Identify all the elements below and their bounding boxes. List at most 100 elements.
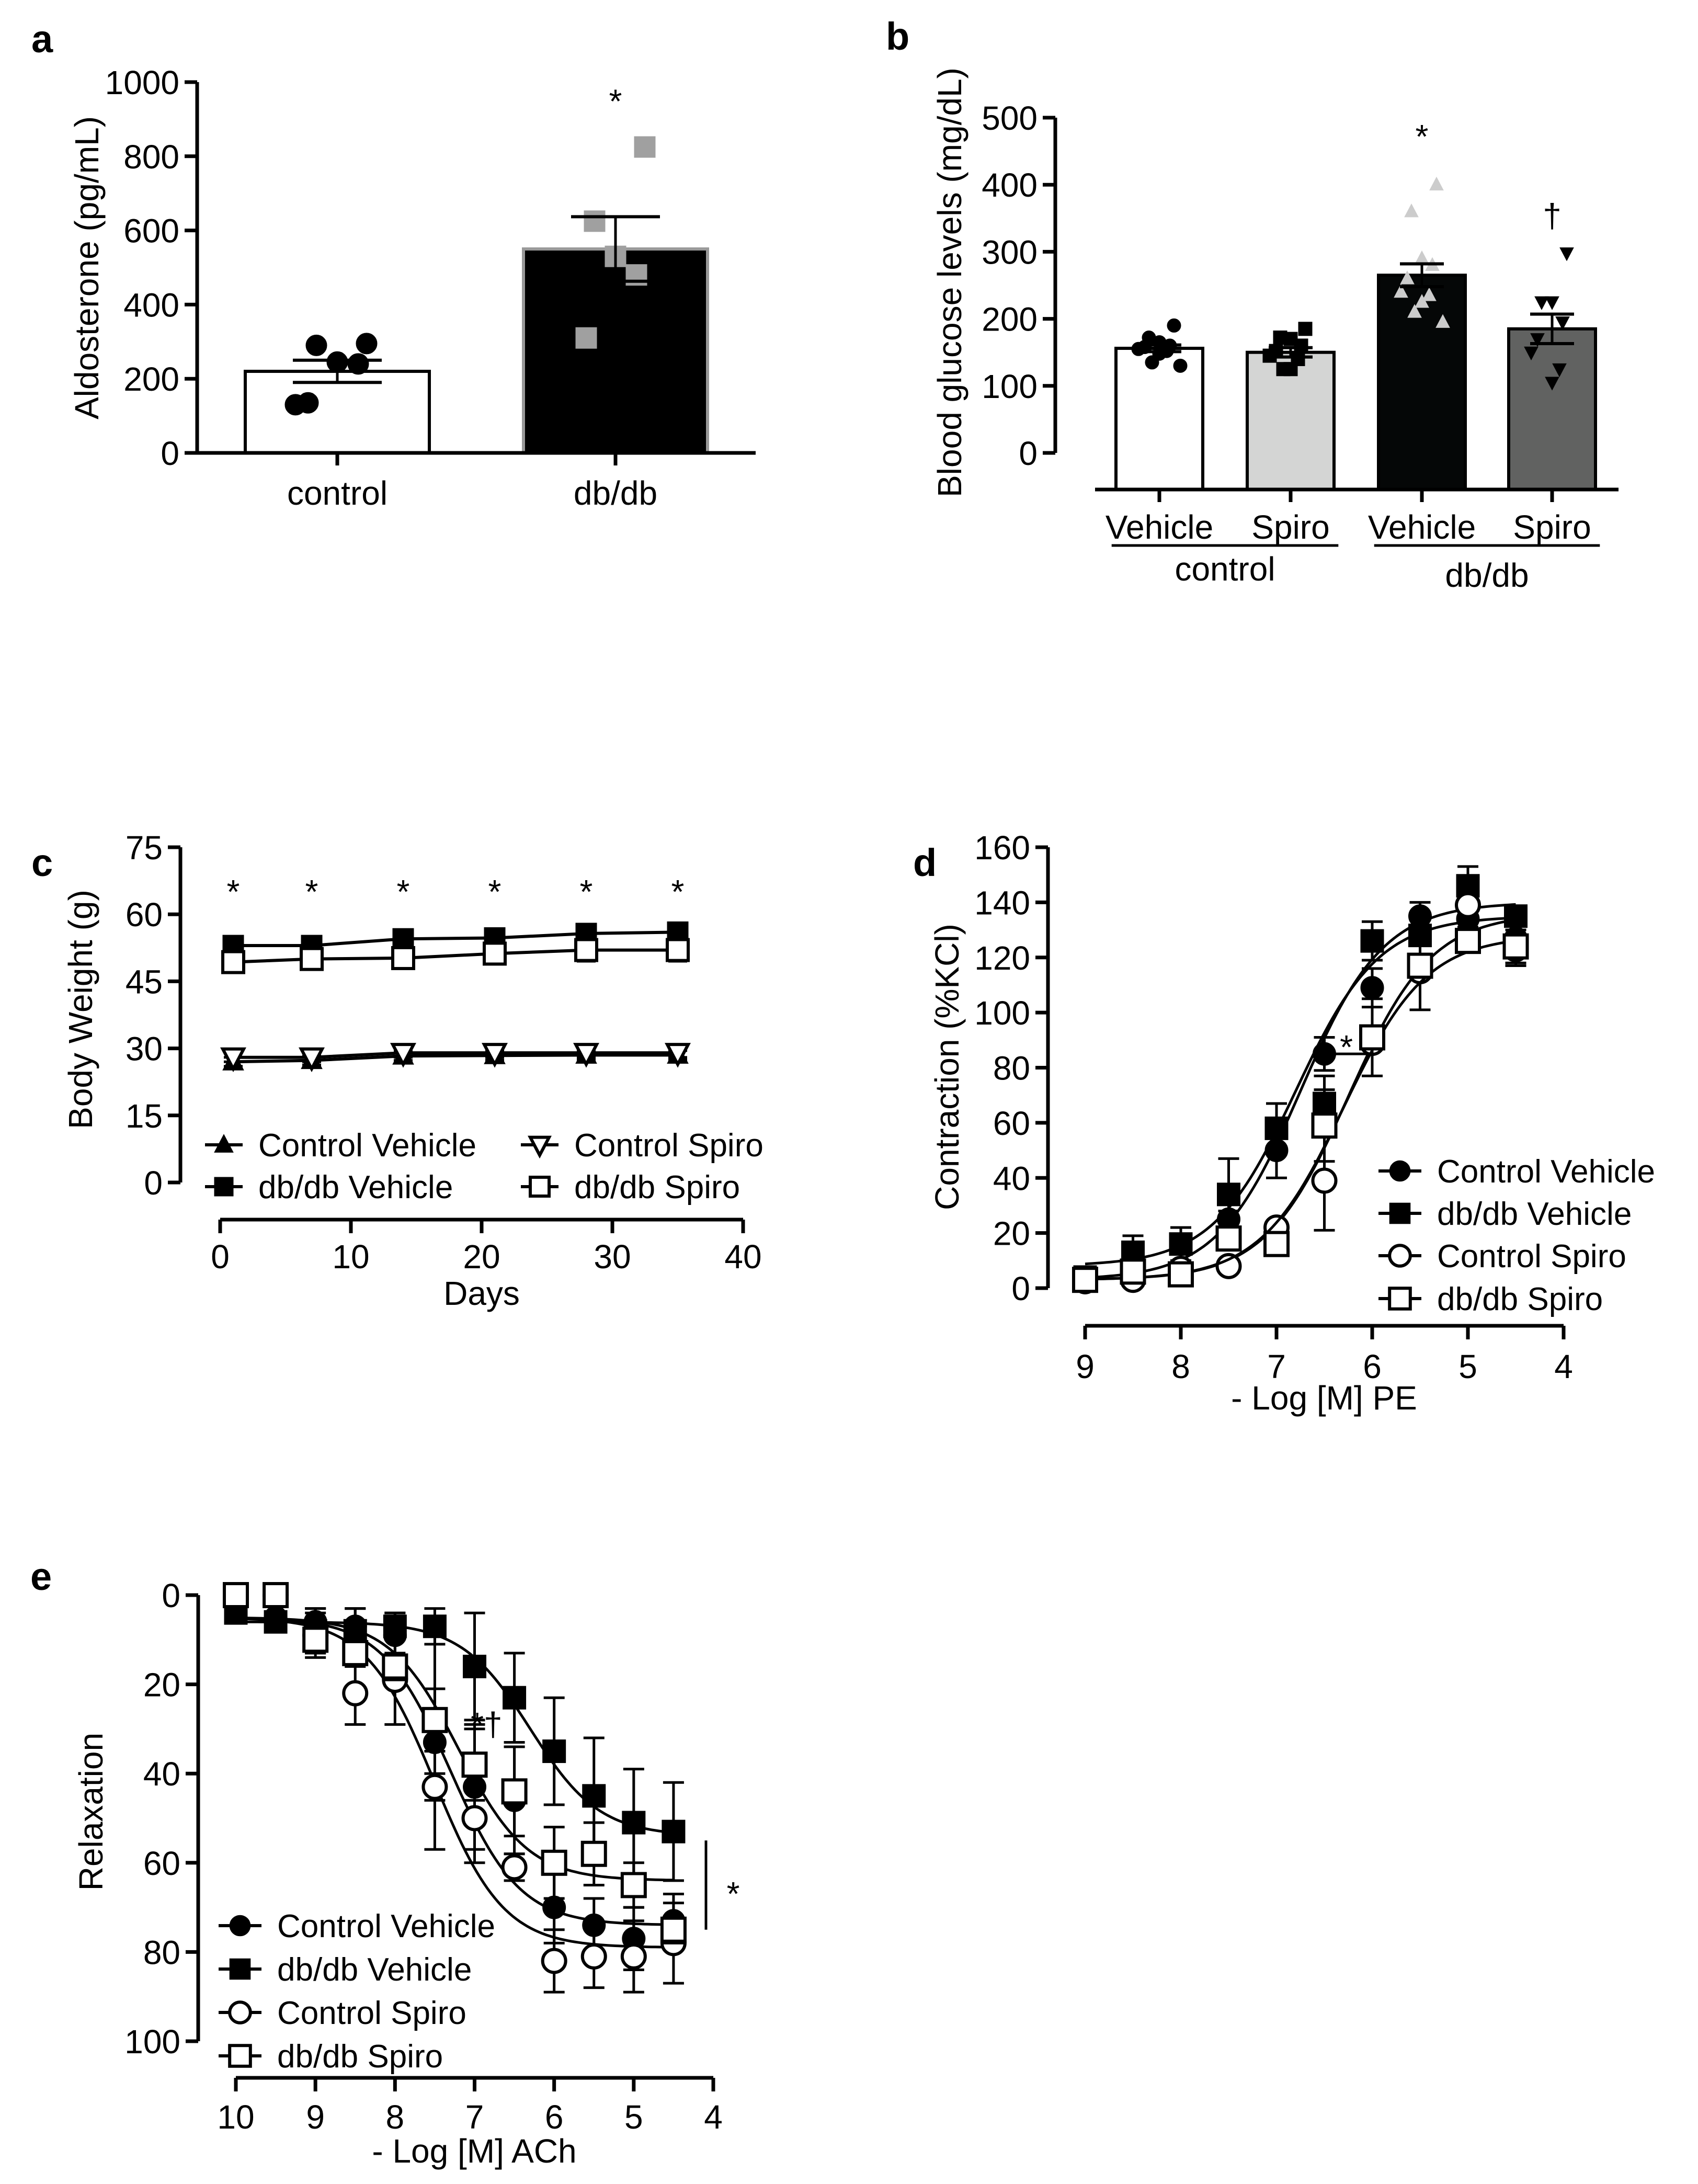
open-square-marker <box>1502 933 1529 960</box>
legend-item: Control Vehicle <box>205 1128 476 1164</box>
significance-annotation: * <box>1340 1028 1353 1066</box>
open-square-marker <box>1120 1258 1146 1285</box>
filled-square-marker <box>1504 904 1528 928</box>
x-tick-label: 7 <box>465 2098 484 2136</box>
legend-label: Control Vehicle <box>277 1908 495 1944</box>
legend-label: db/db Spiro <box>1437 1281 1603 1317</box>
filled-square-marker <box>214 1177 234 1197</box>
legend-label: db/db Vehicle <box>1437 1196 1632 1232</box>
legend-label: db/db Spiro <box>574 1169 740 1205</box>
significance-annotation: * <box>488 873 502 911</box>
bar <box>244 370 431 455</box>
open-square-marker <box>1388 1287 1412 1311</box>
filled-square-marker <box>1360 929 1384 953</box>
y-axis-label: Aldosterone (pg/mL) <box>68 116 106 419</box>
filled-circle-marker <box>1145 355 1159 370</box>
x-tick-label: Spiro <box>1513 508 1591 546</box>
series-db-db-spiro <box>221 937 690 974</box>
x-tick-label: 10 <box>332 1238 369 1276</box>
filled-triangle-up-marker <box>214 1134 234 1153</box>
open-triangle-down-marker <box>528 1135 552 1159</box>
filled-square-marker <box>584 210 606 232</box>
open-square-marker <box>620 1872 647 1898</box>
filled-square-marker <box>582 1784 606 1808</box>
filled-triangle-down-marker <box>1524 346 1539 361</box>
y-tick-label: 400 <box>982 166 1038 204</box>
open-circle-marker <box>1455 892 1481 918</box>
filled-square-marker <box>1169 1232 1193 1256</box>
open-square-marker <box>1455 928 1481 954</box>
series-db-db-spiro <box>223 1582 687 1944</box>
filled-triangle-down-marker <box>1545 377 1559 391</box>
x-tick-label: 20 <box>463 1238 500 1276</box>
panel-letter: a <box>31 17 53 61</box>
panel-letter: e <box>30 1555 52 1598</box>
x-axis-label: - Log [M] PE <box>1231 1379 1417 1417</box>
open-circle-marker <box>501 1854 528 1881</box>
series-line <box>233 948 678 964</box>
x-tick-label: 4 <box>704 2098 723 2136</box>
filled-square-marker <box>229 1958 251 1980</box>
y-tick-label: 120 <box>974 939 1030 977</box>
open-square-marker <box>580 1840 607 1867</box>
filled-triangle-up-marker <box>1404 203 1419 218</box>
legend-item: Control Spiro <box>521 1128 763 1164</box>
series-db-db-spiro <box>1072 928 1529 1293</box>
filled-triangle-up-marker <box>1422 287 1437 301</box>
group-label: db/db <box>1445 556 1529 594</box>
filled-triangle-up-marker <box>1415 294 1429 308</box>
open-square-marker <box>529 1176 551 1198</box>
filled-square-marker <box>1276 362 1291 377</box>
open-square-marker <box>574 938 598 962</box>
x-tick-label: 9 <box>306 2098 325 2136</box>
legend-item: db/db Vehicle <box>1378 1196 1632 1232</box>
open-square-marker <box>1407 952 1433 979</box>
open-square-marker <box>1072 1267 1098 1293</box>
significance-annotation: *† <box>471 1705 503 1743</box>
x-tick-label: 6 <box>545 2098 564 2136</box>
x-tick-label: db/db <box>574 474 657 512</box>
open-circle-marker <box>541 1948 567 1974</box>
filled-square-marker <box>1389 1202 1411 1224</box>
y-tick-label: 600 <box>123 212 179 250</box>
fit-curve <box>235 1616 674 1882</box>
x-axis-label: - Log [M] ACh <box>372 2132 576 2170</box>
group-label: control <box>1175 550 1275 588</box>
panel-letter: b <box>886 15 909 58</box>
filled-square-marker <box>423 1614 447 1639</box>
filled-square-marker <box>463 1654 486 1678</box>
significance-annotation: * <box>609 82 622 120</box>
y-axis-label: Blood glucose levels (mg/dL) <box>931 67 968 497</box>
significance-annotation: * <box>227 873 240 911</box>
significance-annotation: * <box>397 873 410 911</box>
open-circle-marker <box>421 1773 448 1800</box>
x-tick-label: control <box>287 474 388 512</box>
filled-square-marker <box>542 1739 566 1764</box>
legend-item: db/db Vehicle <box>205 1169 453 1205</box>
y-tick-label: 0 <box>162 1577 180 1614</box>
y-tick-label: 60 <box>126 896 163 934</box>
y-tick-label: 45 <box>126 963 163 1000</box>
filled-square-marker <box>662 1819 686 1844</box>
x-tick-label: 0 <box>211 1238 230 1276</box>
panel-a: control db/db 0 200 400 600 800 1000 Aldosterone… <box>31 17 756 512</box>
x-tick-label: 6 <box>1363 1348 1382 1385</box>
open-square-marker <box>483 941 507 966</box>
filled-square-marker <box>634 136 656 158</box>
filled-triangle-down-marker <box>1555 316 1570 331</box>
x-tick-label: 8 <box>1171 1348 1190 1385</box>
x-axis-label: Days <box>443 1275 520 1312</box>
legend-label: Control Spiro <box>574 1128 763 1164</box>
bar <box>1377 274 1467 492</box>
panel-e: 0 20 40 60 80 100 Relaxation e 10 9 8 7 6 5 4 - Log [M]… <box>30 1555 739 2170</box>
fit-curve <box>1085 939 1516 1281</box>
open-square-marker <box>228 2044 252 2068</box>
significance-annotation: * <box>580 873 593 911</box>
y-tick-label: 800 <box>123 138 179 176</box>
fit-curve <box>1085 903 1516 1279</box>
significance-annotation: * <box>671 873 685 911</box>
open-circle-marker <box>1215 1253 1242 1279</box>
x-tick-label: Vehicle <box>1106 508 1213 546</box>
filled-square-marker <box>1217 1182 1240 1207</box>
panel-c: 0 15 30 45 60 75 Body Weight (g)c 0 10 20 30 40 Days… <box>31 829 763 1312</box>
